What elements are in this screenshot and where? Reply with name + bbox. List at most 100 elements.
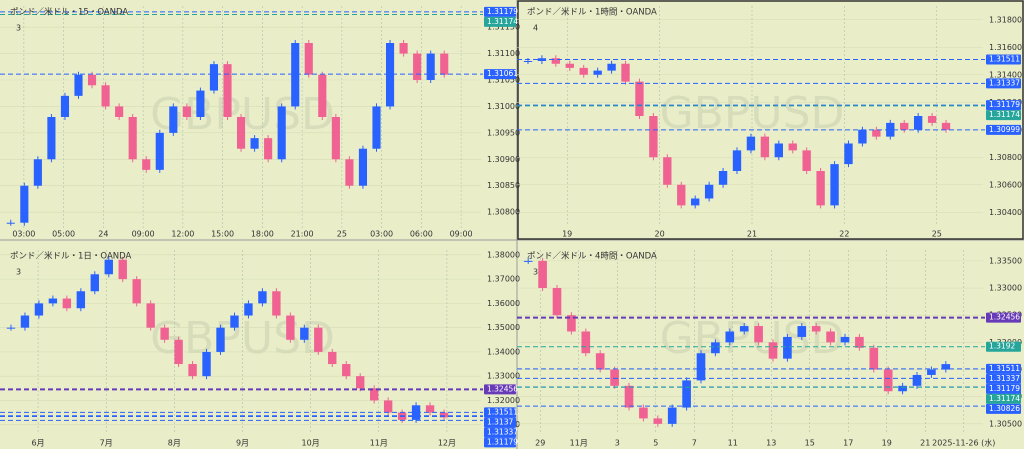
- candle: [272, 291, 281, 316]
- price-tag-label: 1.31511: [487, 407, 518, 416]
- x-tick-label: 12:00: [171, 230, 194, 239]
- candle: [20, 315, 30, 328]
- candle: [314, 327, 323, 352]
- price-tag-label: 1.31061: [487, 69, 518, 78]
- y-tick-label: 1.37000: [487, 275, 520, 284]
- x-tick-label: 03:00: [370, 230, 393, 239]
- price-tag-label: 1.3137: [487, 417, 513, 426]
- x-tick-label: 10月: [302, 439, 320, 448]
- candle: [300, 327, 309, 340]
- x-tick-label: 21: [747, 230, 757, 239]
- candle: [118, 259, 127, 280]
- candle: [6, 222, 15, 224]
- price-tag: [986, 341, 1021, 352]
- candle: [115, 106, 124, 117]
- price-tag-label: 1.31337: [989, 78, 1020, 87]
- x-tick-label: 19: [562, 230, 572, 239]
- price-tag: [986, 393, 1021, 404]
- candle: [216, 327, 225, 352]
- candle: [304, 43, 313, 75]
- candle: [277, 106, 286, 160]
- candle: [223, 64, 232, 117]
- y-tick-label: 1.33000: [487, 372, 520, 381]
- candle: [439, 412, 449, 418]
- x-tick-label: 24: [98, 230, 108, 239]
- price-tag-label: 1.31337: [989, 374, 1020, 383]
- y-tick-label: 1.30900: [487, 155, 520, 164]
- candle: [182, 106, 191, 117]
- y-tick-label: 1.36000: [487, 299, 520, 308]
- y-tick-label: 1.31100: [487, 49, 520, 58]
- pane-title[interactable]: ポンド／米ドル・4時間・OANDA: [527, 251, 657, 262]
- candle: [579, 67, 588, 75]
- candle: [639, 407, 648, 419]
- candle: [76, 291, 86, 309]
- x-tick-label: 7: [692, 439, 697, 448]
- indicator-count[interactable]: 3: [533, 268, 538, 277]
- candle: [858, 129, 867, 144]
- y-tick-label: 1.30500: [989, 419, 1022, 428]
- candle: [760, 136, 770, 158]
- candle: [811, 326, 821, 332]
- price-tag: [986, 383, 1021, 394]
- candle: [331, 117, 340, 160]
- pane-title[interactable]: ポンド／米ドル・1日・OANDA: [10, 251, 132, 262]
- candle: [567, 315, 576, 332]
- x-tick-label: 05:00: [52, 230, 75, 239]
- candle: [101, 85, 110, 107]
- candle: [635, 81, 644, 116]
- price-tag-label: 1.31179: [487, 7, 518, 16]
- candle: [696, 353, 706, 381]
- candle: [739, 326, 749, 332]
- y-tick-label: 1.30850: [487, 181, 520, 190]
- y-tick-label: 1.30950: [487, 128, 520, 137]
- candle: [872, 129, 881, 137]
- price-tag-label: 1.32456: [989, 313, 1020, 322]
- x-tick-label: 11月: [370, 439, 388, 448]
- candle: [732, 150, 742, 171]
- y-tick-label: 1.38000: [487, 250, 520, 259]
- y-tick-label: 1.33000: [989, 284, 1022, 293]
- y-tick-label: 1.30400: [989, 208, 1022, 217]
- indicator-count[interactable]: 3: [16, 268, 21, 277]
- price-tag-label: 1.32456: [487, 384, 518, 393]
- candle: [60, 95, 70, 117]
- price-tag-label: 1.3192: [989, 342, 1015, 351]
- pane-title[interactable]: ポンド／米ドル・1時間・OANDA: [527, 7, 657, 18]
- x-tick-label: 29: [535, 439, 545, 448]
- price-tag-label: 1.31174: [487, 17, 518, 26]
- pane-title[interactable]: ポンド／米ドル・15・OANDA: [10, 7, 128, 18]
- price-tag-label: 1.30826: [989, 404, 1020, 413]
- candle: [356, 376, 365, 389]
- indicator-count[interactable]: 4: [533, 24, 538, 33]
- x-tick-label: 8月: [168, 439, 181, 448]
- candle: [663, 157, 672, 185]
- candle: [788, 143, 797, 151]
- candle: [6, 327, 16, 329]
- candle: [913, 116, 923, 130]
- price-tag: [986, 100, 1021, 111]
- candle: [711, 342, 720, 354]
- x-tick-label: 19: [882, 439, 892, 448]
- x-tick-label: 18:00: [251, 230, 274, 239]
- y-tick-label: 1.34000: [487, 347, 520, 356]
- price-tag-label: 1.31174: [989, 394, 1020, 403]
- candle: [236, 117, 246, 149]
- y-tick-label: 1.31400: [989, 70, 1022, 79]
- candle: [33, 159, 42, 186]
- price-tag: [986, 403, 1021, 414]
- x-tick-label: 12月: [438, 439, 456, 448]
- candle: [426, 53, 435, 80]
- x-tick-label: 11月: [570, 439, 588, 448]
- candle: [844, 143, 853, 165]
- candle: [230, 315, 239, 328]
- watermark: GBPUSD: [660, 313, 845, 364]
- x-tick-label: 21:00: [291, 230, 314, 239]
- indicator-count[interactable]: 3: [16, 24, 21, 33]
- x-tick-label: 7月: [100, 439, 113, 448]
- x-tick-label: 22: [839, 230, 849, 239]
- candle: [188, 364, 197, 377]
- candle: [768, 342, 778, 359]
